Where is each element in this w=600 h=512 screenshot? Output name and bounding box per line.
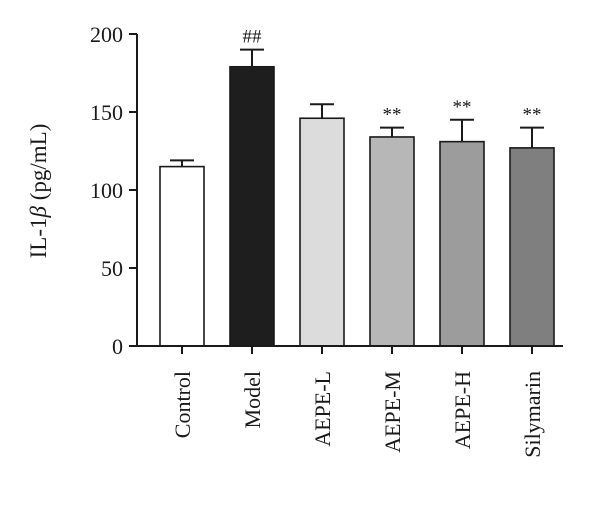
y-axis-label-prefix: IL-1 [26, 218, 51, 259]
significance-label: ## [243, 27, 263, 48]
y-tick-label: 50 [101, 256, 123, 281]
y-axis-label-symbol: β [26, 206, 51, 219]
y-axis-label-suffix: (pg/mL) [26, 124, 51, 206]
bar-control [159, 165, 205, 347]
y-ticks-layer: 0 50 100 150 200 [90, 22, 137, 359]
bar-model [229, 65, 275, 347]
y-tick-label: 200 [90, 22, 123, 47]
significance-annotations-layer: ## ** ** ** [243, 27, 542, 126]
bar-silymarin [509, 147, 555, 347]
bars-layer [159, 65, 555, 347]
x-category-labels-layer: Control Model AEPE-L AEPE-M AEPE-H Silymarin [170, 346, 545, 458]
y-axis-label: IL-1β (pg/mL) [26, 124, 51, 259]
x-category-label: AEPE-L [310, 371, 335, 447]
significance-label: ** [383, 105, 402, 126]
y-tick-label: 100 [90, 178, 123, 203]
x-category-label: AEPE-M [380, 371, 405, 453]
bar-aepe-h [439, 140, 485, 347]
x-category-label: Silymarin [520, 371, 545, 458]
bar-aepe-m [369, 136, 415, 347]
x-category-label: AEPE-H [450, 371, 475, 449]
y-tick-label: 0 [112, 334, 123, 359]
x-category-label: Model [240, 371, 265, 428]
y-tick-label: 150 [90, 100, 123, 125]
bar-aepe-l [299, 117, 345, 347]
significance-label: ** [453, 97, 472, 118]
significance-label: ** [523, 105, 542, 126]
x-category-label: Control [170, 371, 195, 438]
error-bars-layer [170, 48, 544, 167]
